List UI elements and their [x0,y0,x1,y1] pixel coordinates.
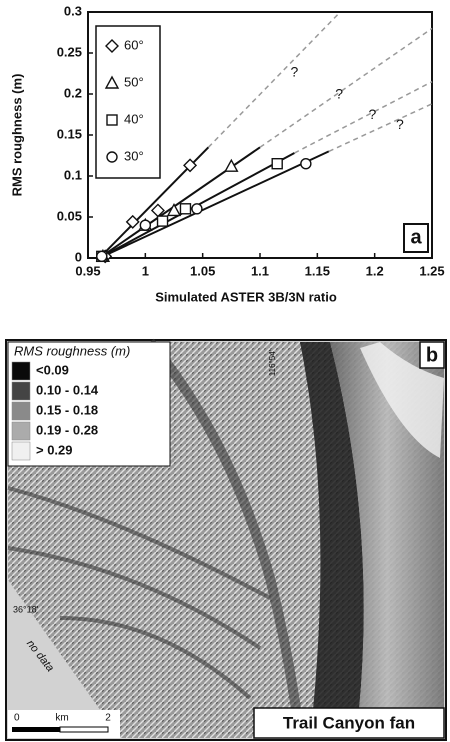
point [191,203,203,215]
scale-box [8,710,120,738]
y-tick-label: 0.3 [64,3,82,18]
y-axis-label: RMS roughness (m) [9,74,24,197]
y-tick-label: 0.15 [57,126,82,141]
point [183,158,198,173]
range-front [330,342,444,738]
chart: Simulated ASTER 3B/3N ratio RMS roughnes… [9,3,444,304]
annotation: ? [396,116,404,132]
legend-label: 0.15 - 0.18 [36,402,98,417]
legend-swatch [11,441,31,461]
fit-line [99,150,330,259]
legend-swatch [11,361,31,381]
panel-label: a [410,226,422,248]
y-tick-label: 0 [75,249,82,264]
panel-label-box [403,223,429,253]
point [166,202,182,217]
fan-channels [7,486,271,700]
y-tick-label: 0.2 [64,85,82,100]
map-panel: RMS roughness (m) 116°54' 36°18' no data… [5,338,447,741]
x-tick-label: 1.1 [251,263,269,278]
point [224,158,239,172]
annotation: ? [368,106,376,122]
scale-end: 2 [105,713,111,724]
point [271,157,283,170]
legend-swatch [11,421,31,441]
y-tick-label: 0.1 [64,167,82,182]
x-tick-label: 1.15 [305,263,330,278]
legend-swatch [11,381,31,401]
y-tick-label: 0.05 [57,208,82,223]
fan-channel [146,338,305,739]
map-legend [7,341,171,467]
legend-marker [104,75,120,89]
annotation: ? [335,86,343,102]
point [96,250,108,263]
scale-unit: km [55,713,68,724]
point [300,157,312,170]
panel-label-box [419,341,445,369]
caption-box [253,707,445,739]
point [125,214,140,229]
legend-label: 0.10 - 0.14 [36,382,99,397]
fit-extrapolation [259,27,433,148]
x-tick-label: 1.25 [419,263,444,278]
fan-toe-band [300,342,364,738]
point [156,215,169,227]
legend-label: 50° [124,74,144,89]
legend-swatch [11,401,31,421]
x-axis-label: Simulated ASTER 3B/3N ratio [155,289,337,304]
fit-extrapolation [207,11,341,148]
scale-start: 0 [14,713,20,724]
point [139,219,152,231]
x-tick-label: 1 [142,263,149,278]
legend-title: RMS roughness (m) [14,343,130,358]
legend-label: 30° [124,148,144,163]
latitude-label: 36°18' [13,604,39,614]
legend-label: 0.19 - 0.28 [36,422,98,437]
scale-bar [12,727,60,732]
bright-area [360,342,444,458]
legend-marker [105,39,119,53]
x-tick-label: 0.95 [75,263,100,278]
legend-marker [106,151,118,163]
x-tick-label: 1.05 [190,263,215,278]
annotation: ? [291,63,299,79]
legend-label: > 0.29 [36,442,73,457]
panel-label: b [426,344,438,366]
legend-label: 40° [124,111,144,126]
x-tick-label: 1.2 [366,263,384,278]
map-caption: Trail Canyon fan [283,713,415,732]
fit-extrapolation [328,103,433,153]
y-tick-label: 0.25 [57,44,82,59]
legend [95,25,161,179]
legend-marker [106,114,118,126]
fit-extrapolation [294,81,433,154]
scale-bar [59,726,109,733]
longitude-label: 116°54' [268,349,277,376]
legend-label: <0.09 [36,362,69,377]
legend-label: 60° [124,37,144,52]
point [179,203,192,215]
